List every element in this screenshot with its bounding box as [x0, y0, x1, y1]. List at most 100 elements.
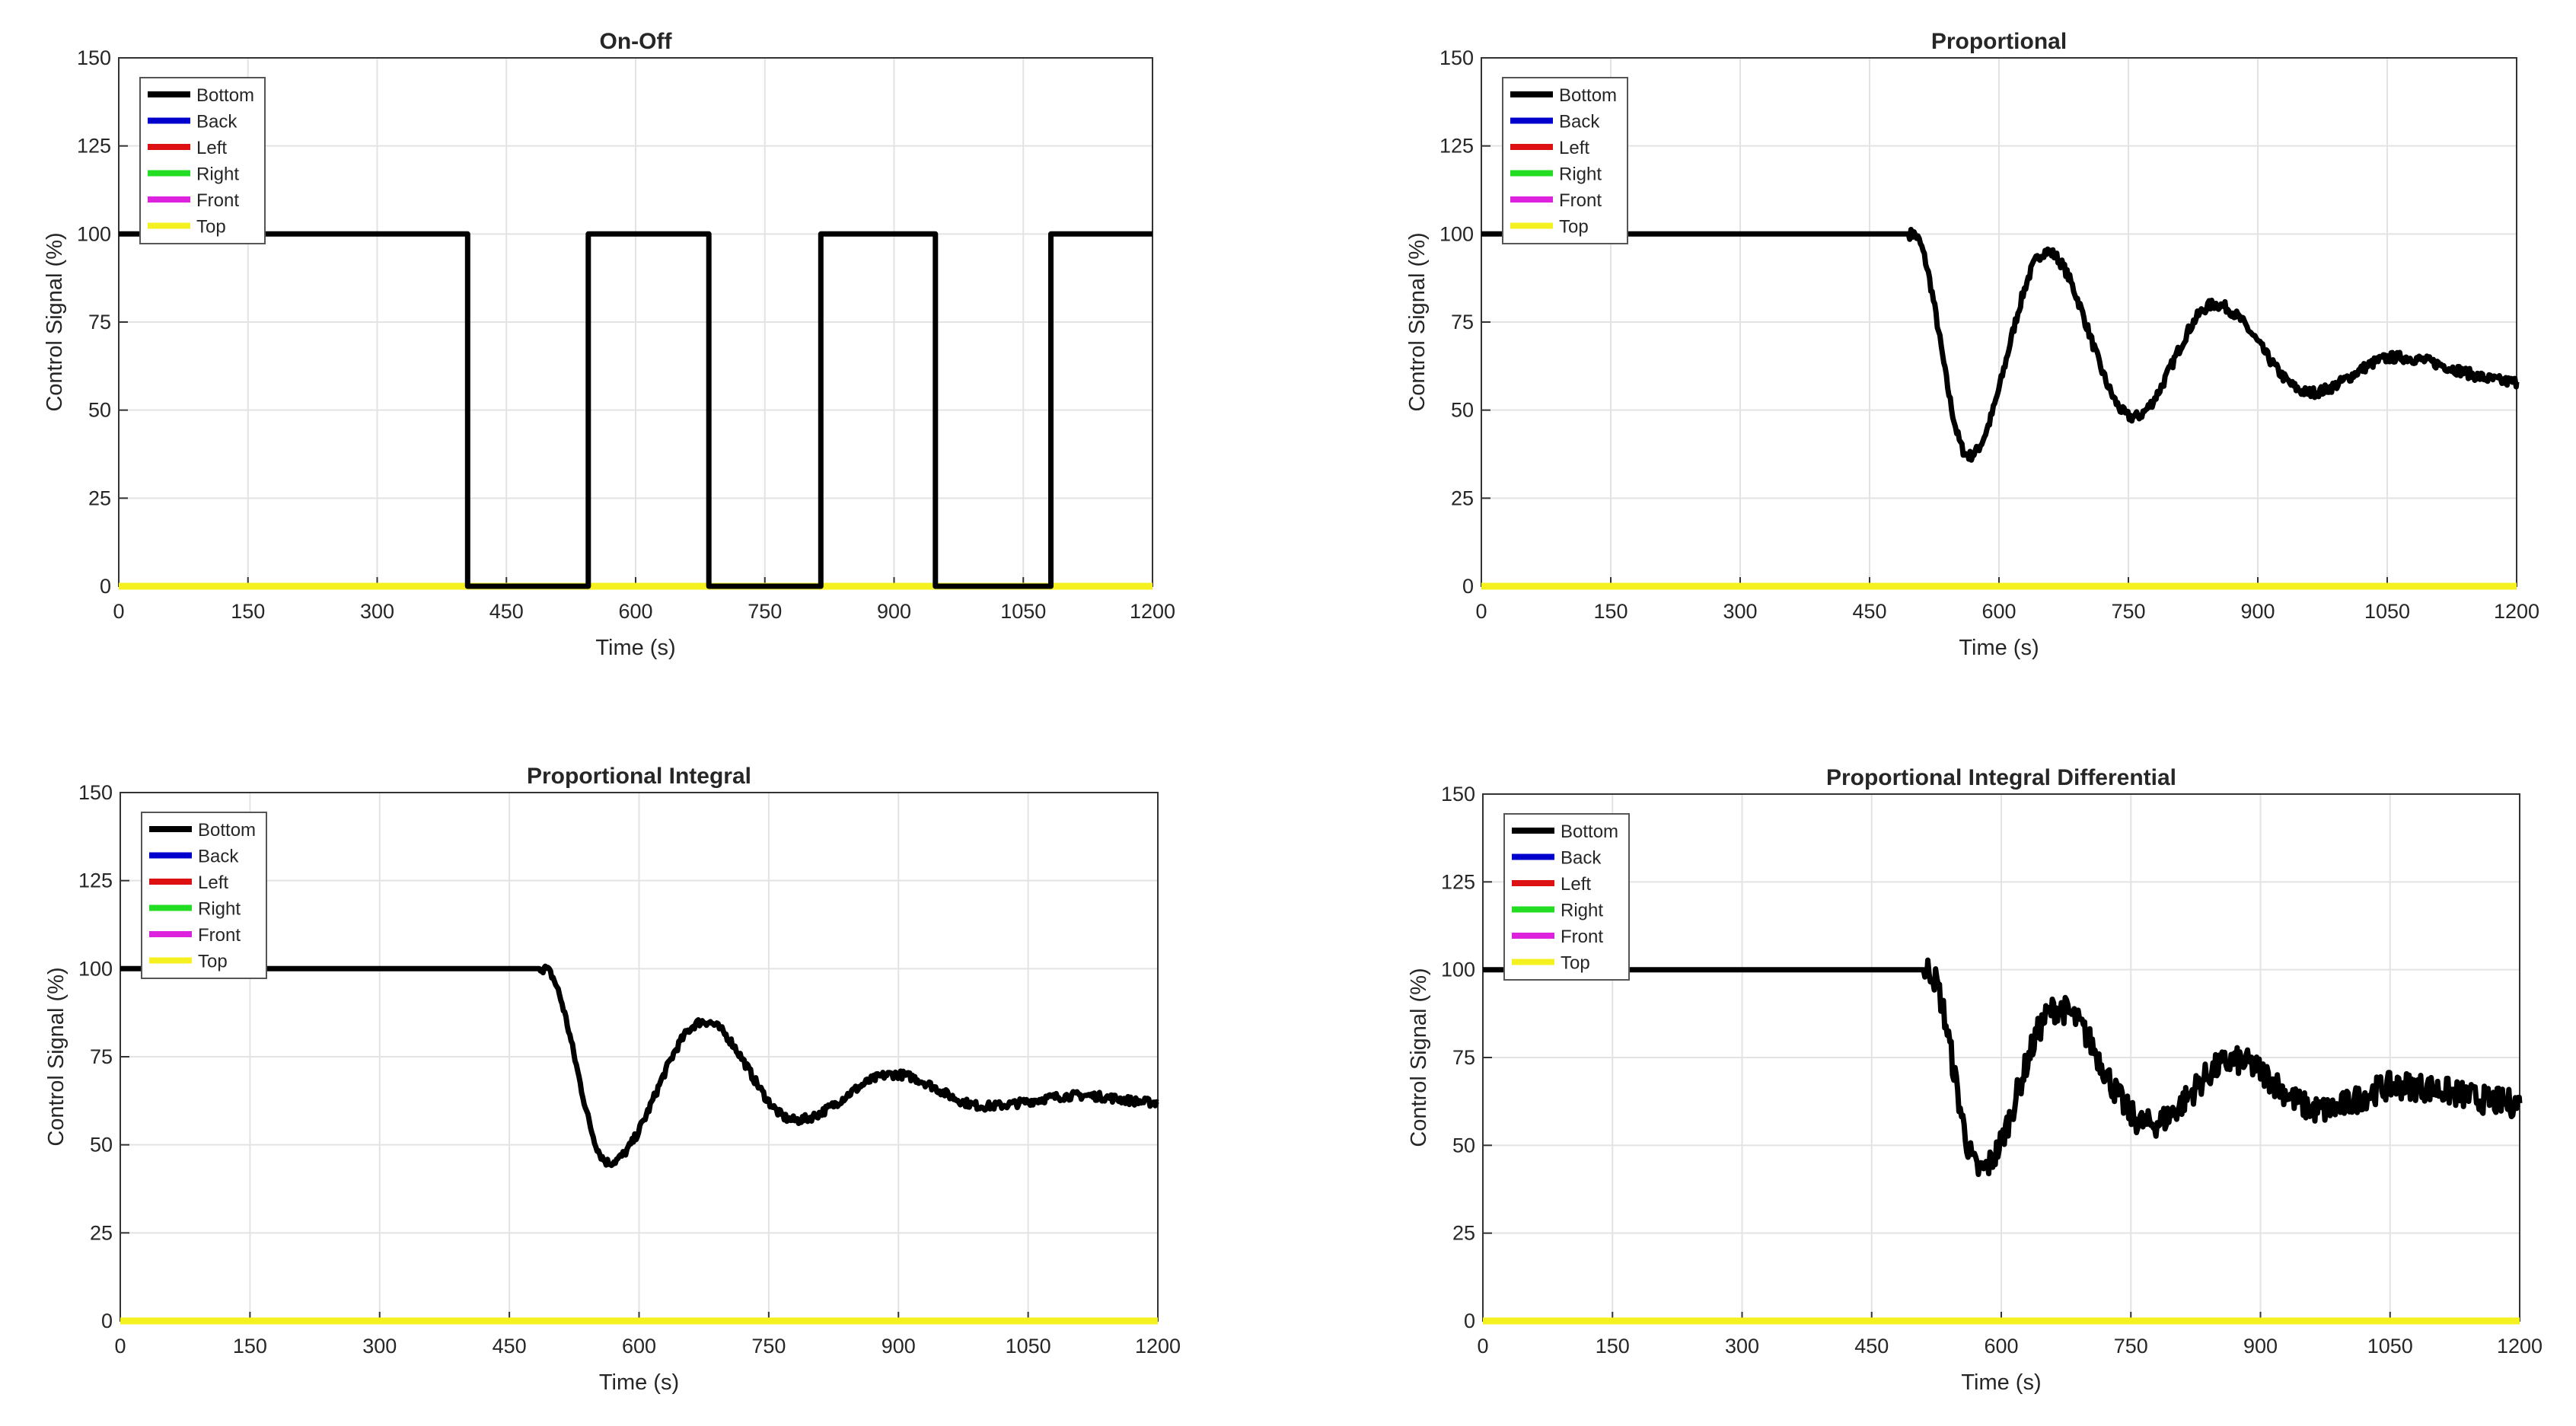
legend-label: Front — [198, 925, 241, 946]
y-axis-label: Control Signal (%) — [1405, 232, 1430, 411]
legend-label: Top — [1561, 953, 1590, 974]
x-tick-label: 900 — [2240, 600, 2275, 623]
x-tick-label: 600 — [618, 600, 652, 623]
chart-title: Proportional — [1931, 29, 2067, 54]
y-tick-label: 125 — [78, 869, 113, 892]
y-tick-label: 50 — [90, 1134, 113, 1156]
y-tick-label: 100 — [1439, 222, 1474, 245]
x-tick-label: 0 — [1475, 600, 1487, 623]
legend-label: Bottom — [198, 820, 256, 841]
legend-label: Front — [1559, 190, 1602, 211]
legend — [139, 77, 266, 244]
y-tick-label: 150 — [77, 46, 111, 69]
x-tick-label: 450 — [1852, 600, 1886, 623]
chart-title: Proportional Integral — [527, 764, 751, 789]
x-tick-label: 600 — [622, 1335, 656, 1357]
y-tick-label: 125 — [1439, 135, 1474, 158]
series-line-bottom — [119, 231, 1153, 589]
x-tick-label: 150 — [1593, 600, 1628, 623]
legend-label: Back — [1561, 848, 1602, 869]
legend-label: Bottom — [1561, 821, 1618, 842]
x-tick-label: 150 — [231, 600, 265, 623]
y-tick-label: 125 — [1441, 870, 1475, 893]
legend — [1502, 77, 1628, 244]
legend-label: Front — [196, 190, 239, 211]
x-axis-label: Time (s) — [1959, 636, 2039, 660]
y-tick-label: 100 — [77, 222, 111, 245]
x-axis-label: Time (s) — [595, 636, 675, 660]
x-tick-label: 600 — [1981, 600, 2016, 623]
legend-label: Left — [1559, 138, 1589, 158]
y-tick-label: 75 — [90, 1045, 113, 1068]
series-line-bottom — [1481, 957, 2523, 1177]
y-tick-label: 100 — [1441, 959, 1475, 981]
x-tick-label: 750 — [751, 1335, 786, 1357]
legend-label: Right — [198, 899, 241, 920]
legend-label: Right — [1559, 164, 1602, 185]
y-axis-label: Control Signal (%) — [43, 232, 67, 411]
series-line-bottom — [1480, 227, 2520, 463]
legend-label: Back — [198, 847, 239, 867]
y-tick-label: 25 — [1452, 1222, 1475, 1245]
legend-label: Top — [198, 952, 228, 972]
legend-label: Bottom — [1559, 85, 1617, 106]
y-tick-label: 50 — [1452, 1134, 1475, 1156]
chart-2: 0 150 300 450 600 750 900 1050 1200 0 25 50 75 100 125… — [44, 764, 1181, 1395]
chart-title: On-Off — [600, 29, 673, 54]
legend-label: Front — [1561, 927, 1603, 947]
y-tick-label: 25 — [88, 486, 111, 509]
legend-label: Top — [1559, 217, 1589, 238]
x-axis-label: Time (s) — [1961, 1370, 2041, 1395]
x-tick-label: 300 — [360, 600, 394, 623]
legend-label: Bottom — [196, 85, 254, 106]
legend-label: Right — [196, 164, 239, 185]
chart-title: Proportional Integral Differential — [1826, 765, 2176, 790]
x-tick-label: 1050 — [1006, 1335, 1051, 1357]
chart-1: 0 150 300 450 600 750 900 1050 1200 0 25 50 75 100 125… — [1405, 29, 2539, 660]
y-tick-label: 100 — [78, 957, 113, 980]
x-tick-label: 750 — [2114, 1335, 2148, 1357]
y-tick-label: 150 — [78, 781, 113, 804]
x-tick-label: 150 — [233, 1335, 267, 1357]
x-tick-label: 1050 — [1000, 600, 1046, 623]
x-tick-label: 1200 — [2497, 1335, 2543, 1357]
y-tick-label: 75 — [1451, 311, 1474, 333]
x-tick-label: 1050 — [2367, 1335, 2413, 1357]
x-tick-label: 600 — [1984, 1335, 2018, 1357]
legend-label: Left — [198, 873, 228, 893]
legend — [1503, 813, 1630, 981]
x-tick-label: 150 — [1596, 1335, 1630, 1357]
legend-label: Back — [1559, 112, 1600, 132]
legend-label: Right — [1561, 901, 1603, 921]
x-tick-label: 450 — [1854, 1335, 1889, 1357]
legend-label: Left — [196, 138, 227, 158]
y-tick-label: 75 — [88, 311, 111, 333]
x-tick-label: 450 — [493, 1335, 527, 1357]
y-tick-label: 0 — [1462, 575, 1474, 598]
x-axis-label: Time (s) — [599, 1370, 679, 1395]
x-tick-label: 300 — [362, 1335, 397, 1357]
legend — [141, 812, 267, 979]
y-tick-label: 150 — [1439, 46, 1474, 69]
x-tick-label: 1050 — [2364, 600, 2410, 623]
x-tick-label: 0 — [113, 600, 124, 623]
y-tick-label: 0 — [101, 1310, 113, 1332]
series-line-bottom — [119, 963, 1159, 1169]
x-tick-label: 900 — [877, 600, 911, 623]
y-tick-label: 0 — [1464, 1310, 1475, 1332]
chart-3: 0 150 300 450 600 750 900 1050 1200 0 25 50 75 100 125… — [1407, 765, 2543, 1395]
x-tick-label: 750 — [2111, 600, 2145, 623]
x-tick-label: 900 — [2243, 1335, 2278, 1357]
chart-0: 0 150 300 450 600 750 900 1050 1200 0 25 50 75 100 125… — [43, 29, 1175, 660]
y-axis-label: Control Signal (%) — [44, 967, 69, 1146]
x-tick-label: 1200 — [1135, 1335, 1181, 1357]
legend-label: Left — [1561, 874, 1591, 895]
y-tick-label: 150 — [1441, 783, 1475, 806]
y-tick-label: 25 — [1451, 486, 1474, 509]
x-tick-label: 0 — [1477, 1335, 1488, 1357]
y-tick-label: 125 — [77, 135, 111, 158]
x-tick-label: 0 — [114, 1335, 126, 1357]
x-tick-label: 300 — [1725, 1335, 1759, 1357]
x-tick-label: 450 — [489, 600, 524, 623]
